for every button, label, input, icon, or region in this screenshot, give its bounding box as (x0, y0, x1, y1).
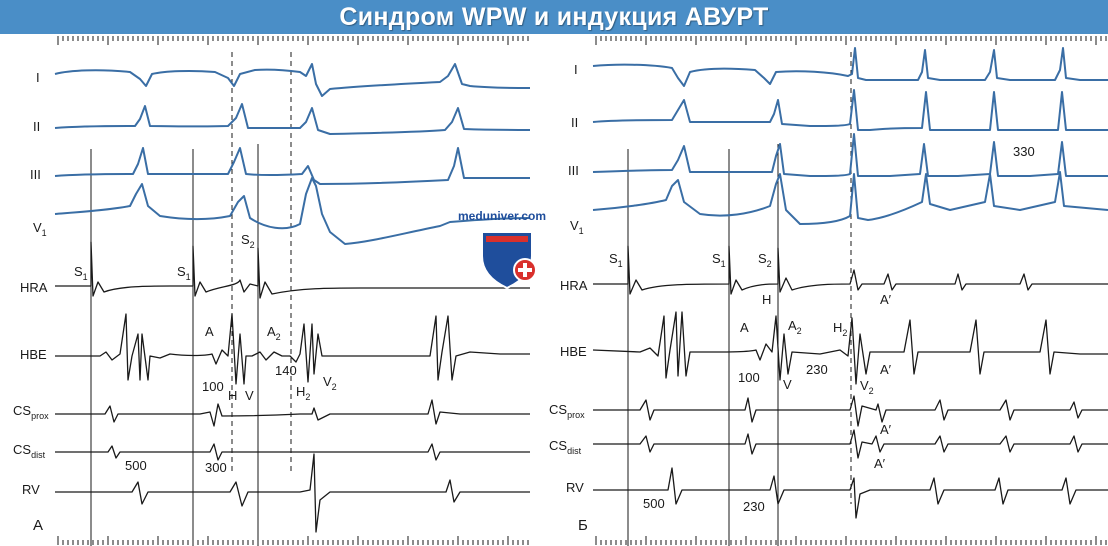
annotation-s1: S1 (74, 264, 88, 282)
ecg-trace-ii (592, 89, 1108, 131)
annotation-s1: S1 (609, 251, 623, 269)
annotation-a-prime: A′ (874, 456, 886, 471)
lead-label-ii: II (571, 115, 578, 130)
time-ruler-top-a (57, 36, 529, 45)
cross-bar-horizontal (518, 268, 532, 272)
annotation-s1: S1 (712, 251, 726, 269)
annotation-300: 300 (205, 460, 227, 475)
lead-label-hra: HRA (560, 278, 588, 293)
egm-trace-csprox (55, 399, 530, 427)
panel-label-a: А (33, 517, 43, 534)
lead-label-hbe: HBE (20, 347, 47, 362)
lead-label-csprox: CSprox (549, 402, 585, 420)
annotation-100: 100 (202, 379, 224, 394)
title-banner (0, 0, 1108, 34)
annotation-a-prime: A′ (880, 422, 892, 437)
lead-label-hbe: HBE (560, 344, 587, 359)
meduniver-logo: meduniver.com (458, 209, 546, 290)
page-title: Синдром WPW и индукция АВУРТ (339, 3, 769, 31)
lead-label-csprox: CSprox (13, 403, 49, 421)
panel-b: I II III V1 HRA HBE CSprox CSdist RV S1 … (549, 47, 1108, 546)
egm-trace-hbe (592, 311, 1108, 385)
annotation-500: 500 (125, 458, 147, 473)
ecg-trace-iii (592, 133, 1108, 177)
lead-label-v1: V1 (570, 218, 584, 236)
panel-a: I II III V1 HRA HBE CSprox CSdist RV (13, 52, 531, 546)
egm-trace-csdist (593, 429, 1108, 459)
annotation-a2: A2 (267, 324, 281, 342)
watermark-text: meduniver.com (458, 209, 546, 223)
time-ruler-top-b (595, 36, 1107, 45)
ecg-trace-i (54, 63, 531, 97)
annotation-v2: V2 (860, 378, 874, 396)
annotation-230: 230 (806, 362, 828, 377)
egm-trace-csdist (55, 443, 530, 461)
annotation-330: 330 (1013, 144, 1035, 159)
annotation-500: 500 (643, 496, 665, 511)
annotation-v2: V2 (323, 374, 337, 392)
panel-label-b: Б (578, 517, 588, 534)
annotation-a2: A2 (788, 318, 802, 336)
lead-label-i: I (36, 70, 40, 85)
lead-label-iii: III (30, 167, 41, 182)
time-ruler-bottom-a (57, 536, 529, 545)
shield-stripe (486, 236, 528, 242)
lead-label-iii: III (568, 163, 579, 178)
annotation-230: 230 (743, 499, 765, 514)
annotation-h2: H2 (833, 320, 847, 338)
annotation-a-prime: A′ (880, 362, 892, 377)
annotation-v: V (245, 388, 254, 403)
annotation-a-prime: A′ (880, 292, 892, 307)
lead-label-csdist: CSdist (13, 442, 46, 460)
annotation-v: V (783, 377, 792, 392)
ecg-trace-iii (54, 147, 530, 185)
annotation-100: 100 (738, 370, 760, 385)
annotation-h: H (762, 292, 771, 307)
egm-trace-rv (593, 467, 1108, 519)
ecg-trace-v1 (54, 177, 531, 245)
egm-trace-hra (593, 245, 1108, 295)
time-ruler-bottom-b (595, 536, 1107, 545)
annotation-h: H (228, 388, 237, 403)
egm-trace-hra (55, 241, 530, 299)
annotation-140: 140 (275, 363, 297, 378)
annotation-s2: S2 (758, 251, 772, 269)
annotation-h2: H2 (296, 384, 310, 402)
ecg-trace-ii (54, 103, 531, 135)
egm-trace-csprox (593, 395, 1108, 427)
ep-figure: I II III V1 HRA HBE CSprox CSdist RV (13, 36, 1108, 546)
annotation-s1: S1 (177, 264, 191, 282)
lead-label-rv: RV (22, 482, 40, 497)
annotation-s2: S2 (241, 232, 255, 250)
annotation-a: A (205, 324, 214, 339)
lead-label-rv: RV (566, 480, 584, 495)
annotation-a: A (740, 320, 749, 335)
lead-label-v1: V1 (33, 220, 47, 238)
egm-trace-hbe (55, 313, 530, 385)
egm-trace-rv (55, 453, 530, 533)
ecg-trace-i (592, 47, 1108, 87)
lead-label-i: I (574, 62, 578, 77)
ecg-trace-v1 (592, 171, 1108, 225)
lead-label-csdist: CSdist (549, 438, 582, 456)
lead-label-ii: II (33, 119, 40, 134)
lead-label-hra: HRA (20, 280, 48, 295)
